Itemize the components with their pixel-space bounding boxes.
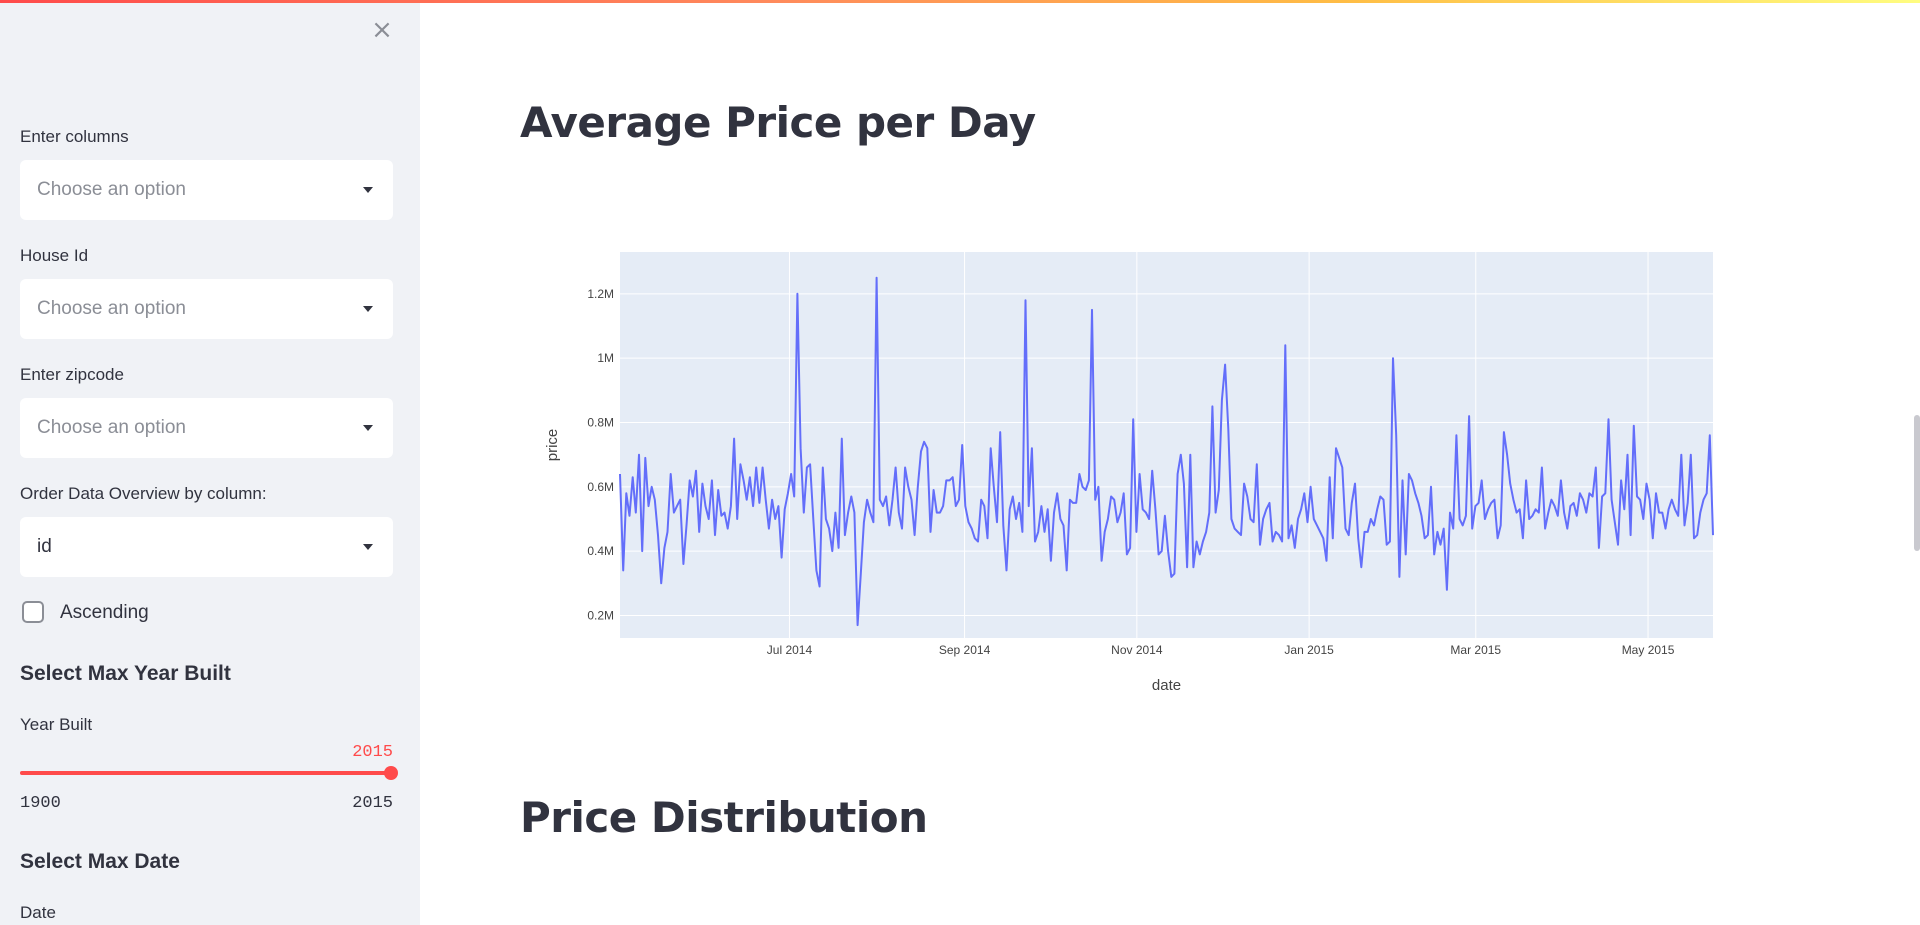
year-built-slider-max: 2015 <box>352 794 393 813</box>
zipcode-select[interactable]: Choose an option <box>20 398 393 458</box>
year-built-slider-handle[interactable] <box>384 766 398 780</box>
house-id-label: House Id <box>20 246 88 266</box>
year-built-slider-value: 2015 <box>352 743 393 762</box>
chevron-down-icon <box>363 187 373 193</box>
year-built-slider-min: 1900 <box>20 794 61 813</box>
y-axis-title: price <box>544 429 561 462</box>
close-sidebar-icon[interactable]: × <box>370 18 394 42</box>
y-tick-label: 1M <box>597 351 614 365</box>
average-price-line-chart[interactable]: 0.2M 0.4M 0.6M 0.8M 1M 1.2M Jul 2014 Sep 2014 No… <box>520 230 1720 700</box>
page-scrollbar[interactable] <box>1914 415 1920 551</box>
top-decoration-bar <box>0 0 1920 3</box>
ascending-checkbox-label[interactable]: Ascending <box>60 602 149 624</box>
y-tick-label: 0.2M <box>587 608 614 622</box>
x-tick-label: Nov 2014 <box>1111 643 1163 657</box>
x-tick-label: Jan 2015 <box>1284 643 1334 657</box>
chevron-down-icon <box>363 306 373 312</box>
zipcode-select-placeholder: Choose an option <box>37 417 186 439</box>
x-tick-label: Jul 2014 <box>767 643 813 657</box>
y-tick-label: 0.8M <box>587 415 614 429</box>
price-distribution-title: Price Distribution <box>520 793 928 842</box>
order-by-select[interactable]: id <box>20 517 393 577</box>
house-id-select-placeholder: Choose an option <box>37 298 186 320</box>
ascending-checkbox[interactable] <box>22 601 44 623</box>
house-id-select[interactable]: Choose an option <box>20 279 393 339</box>
year-built-slider-track[interactable] <box>20 771 393 775</box>
x-tick-label: May 2015 <box>1622 643 1675 657</box>
y-tick-label: 0.6M <box>587 480 614 494</box>
plot-area <box>620 252 1713 638</box>
columns-select[interactable]: Choose an option <box>20 160 393 220</box>
x-axis-title: date <box>1152 677 1181 694</box>
year-built-label: Year Built <box>20 715 92 735</box>
chevron-down-icon <box>363 425 373 431</box>
order-by-label: Order Data Overview by column: <box>20 484 267 504</box>
sidebar: × Enter columns Choose an option House I… <box>0 0 420 925</box>
order-by-select-value: id <box>37 536 52 558</box>
max-date-heading: Select Max Date <box>20 850 180 874</box>
columns-select-placeholder: Choose an option <box>37 179 186 201</box>
x-tick-label: Mar 2015 <box>1450 643 1501 657</box>
max-year-heading: Select Max Year Built <box>20 662 231 686</box>
zipcode-label: Enter zipcode <box>20 365 124 385</box>
date-label: Date <box>20 903 56 923</box>
x-tick-label: Sep 2014 <box>939 643 991 657</box>
columns-label: Enter columns <box>20 127 129 147</box>
y-tick-label: 0.4M <box>587 544 614 558</box>
average-price-title: Average Price per Day <box>520 98 1036 147</box>
y-tick-label: 1.2M <box>587 287 614 301</box>
chevron-down-icon <box>363 544 373 550</box>
